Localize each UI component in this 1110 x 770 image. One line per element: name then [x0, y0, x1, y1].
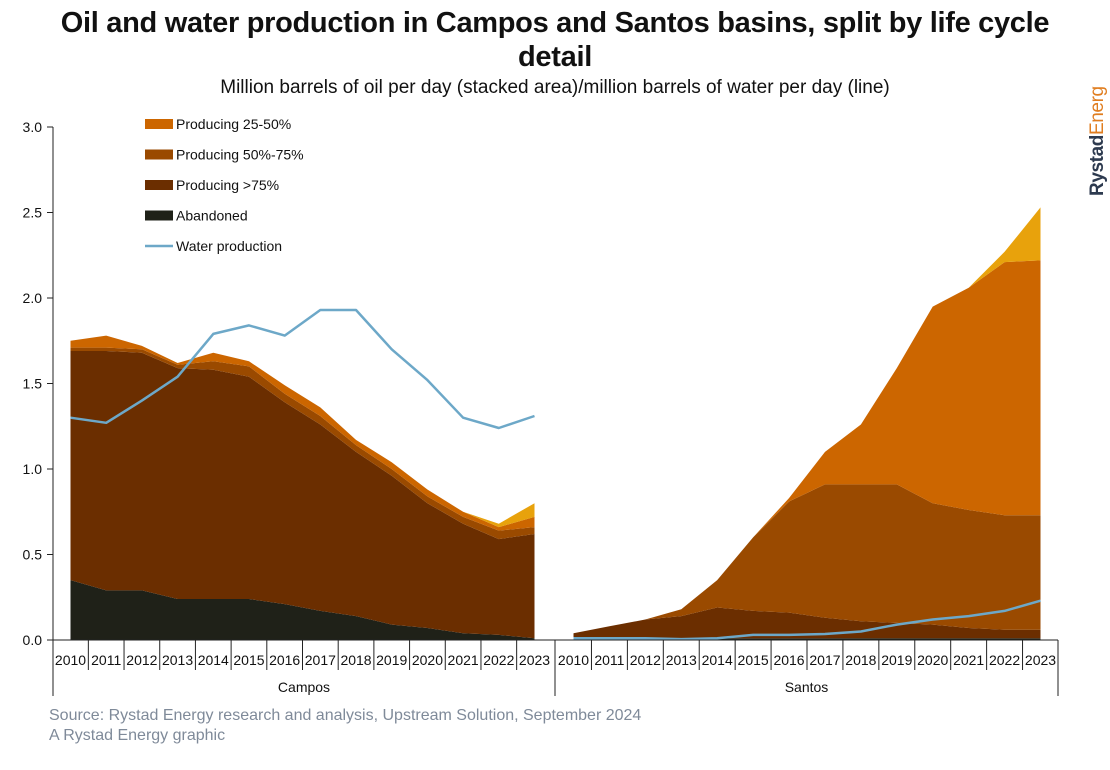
brand-part-energy: Energy	[1087, 86, 1108, 135]
santos-area-producing-75	[573, 607, 1041, 639]
x-tick-label: 2010	[558, 652, 589, 668]
source-note: Source: Rystad Energy research and analy…	[49, 707, 642, 724]
x-tick-label: 2016	[773, 652, 804, 668]
legend-label: Producing 50%-75%	[176, 147, 304, 163]
campos-area-abandoned	[70, 580, 535, 640]
x-tick-label: 2016	[269, 652, 300, 668]
santos-area-producing-25-50	[573, 260, 1041, 634]
brand-part-rystad: Rystad	[1087, 135, 1108, 196]
legend-label: Water production	[176, 238, 282, 254]
x-tick-label: 2018	[845, 652, 876, 668]
legend-swatch	[145, 149, 173, 160]
x-tick-label: 2017	[305, 652, 336, 668]
x-tick-label: 2021	[953, 652, 984, 668]
x-tick-label: 2022	[989, 652, 1020, 668]
chart-title: Oil and water production in Campos and S…	[60, 7, 1050, 73]
legend-label: Producing >75%	[176, 177, 279, 193]
campos-area-producing-75	[70, 351, 535, 639]
x-tick-label: 2023	[519, 652, 550, 668]
y-tick-label: 0.0	[23, 632, 43, 648]
x-tick-label: 2022	[483, 652, 514, 668]
x-tick-label: 2010	[55, 652, 86, 668]
legend-swatch	[145, 119, 173, 129]
x-tick-label: 2011	[594, 652, 624, 668]
y-tick-label: 2.0	[23, 290, 43, 306]
x-tick-label: 2019	[376, 652, 407, 668]
x-tick-label: 2023	[1025, 652, 1056, 668]
x-tick-label: 2012	[126, 652, 157, 668]
x-tick-label: 2020	[917, 652, 948, 668]
x-tick-label: 2015	[233, 652, 264, 668]
x-tick-label: 2011	[91, 652, 121, 668]
santos-group-label: Santos	[785, 679, 829, 695]
santos-area-producing-50-75	[573, 484, 1041, 634]
x-tick-label: 2014	[198, 652, 229, 668]
campos-area-producing-50-75	[70, 347, 535, 540]
legend-swatch	[145, 210, 173, 221]
credit-note: A Rystad Energy graphic	[49, 727, 226, 744]
rystad-energy-logo: RystadEnergy	[1070, 86, 1110, 196]
y-tick-label: 2.5	[23, 205, 43, 221]
legend-label: Abandoned	[176, 208, 248, 224]
legend-swatch	[145, 180, 173, 190]
svg-text:RystadEnergy: RystadEnergy	[1087, 86, 1108, 196]
y-tick-label: 3.0	[23, 119, 43, 135]
x-tick-label: 2014	[702, 652, 733, 668]
santos-water-production-line	[573, 599, 1041, 641]
chart-subtitle: Million barrels of oil per day (stacked …	[220, 77, 890, 98]
x-tick-label: 2013	[666, 652, 697, 668]
x-tick-label: 2013	[162, 652, 193, 668]
campos-water-production-line	[70, 308, 535, 430]
x-tick-label: 2020	[412, 652, 443, 668]
y-tick-label: 0.5	[23, 547, 43, 563]
x-tick-label: 2015	[738, 652, 769, 668]
y-tick-label: 1.5	[23, 376, 43, 392]
x-tick-label: 2012	[630, 652, 661, 668]
x-tick-label: 2021	[448, 652, 479, 668]
campos-group-label: Campos	[278, 679, 330, 695]
x-tick-label: 2019	[881, 652, 912, 668]
legend-label: Producing 25-50%	[176, 116, 291, 132]
x-tick-label: 2018	[340, 652, 371, 668]
y-tick-label: 1.0	[23, 461, 43, 477]
x-tick-label: 2017	[809, 652, 840, 668]
